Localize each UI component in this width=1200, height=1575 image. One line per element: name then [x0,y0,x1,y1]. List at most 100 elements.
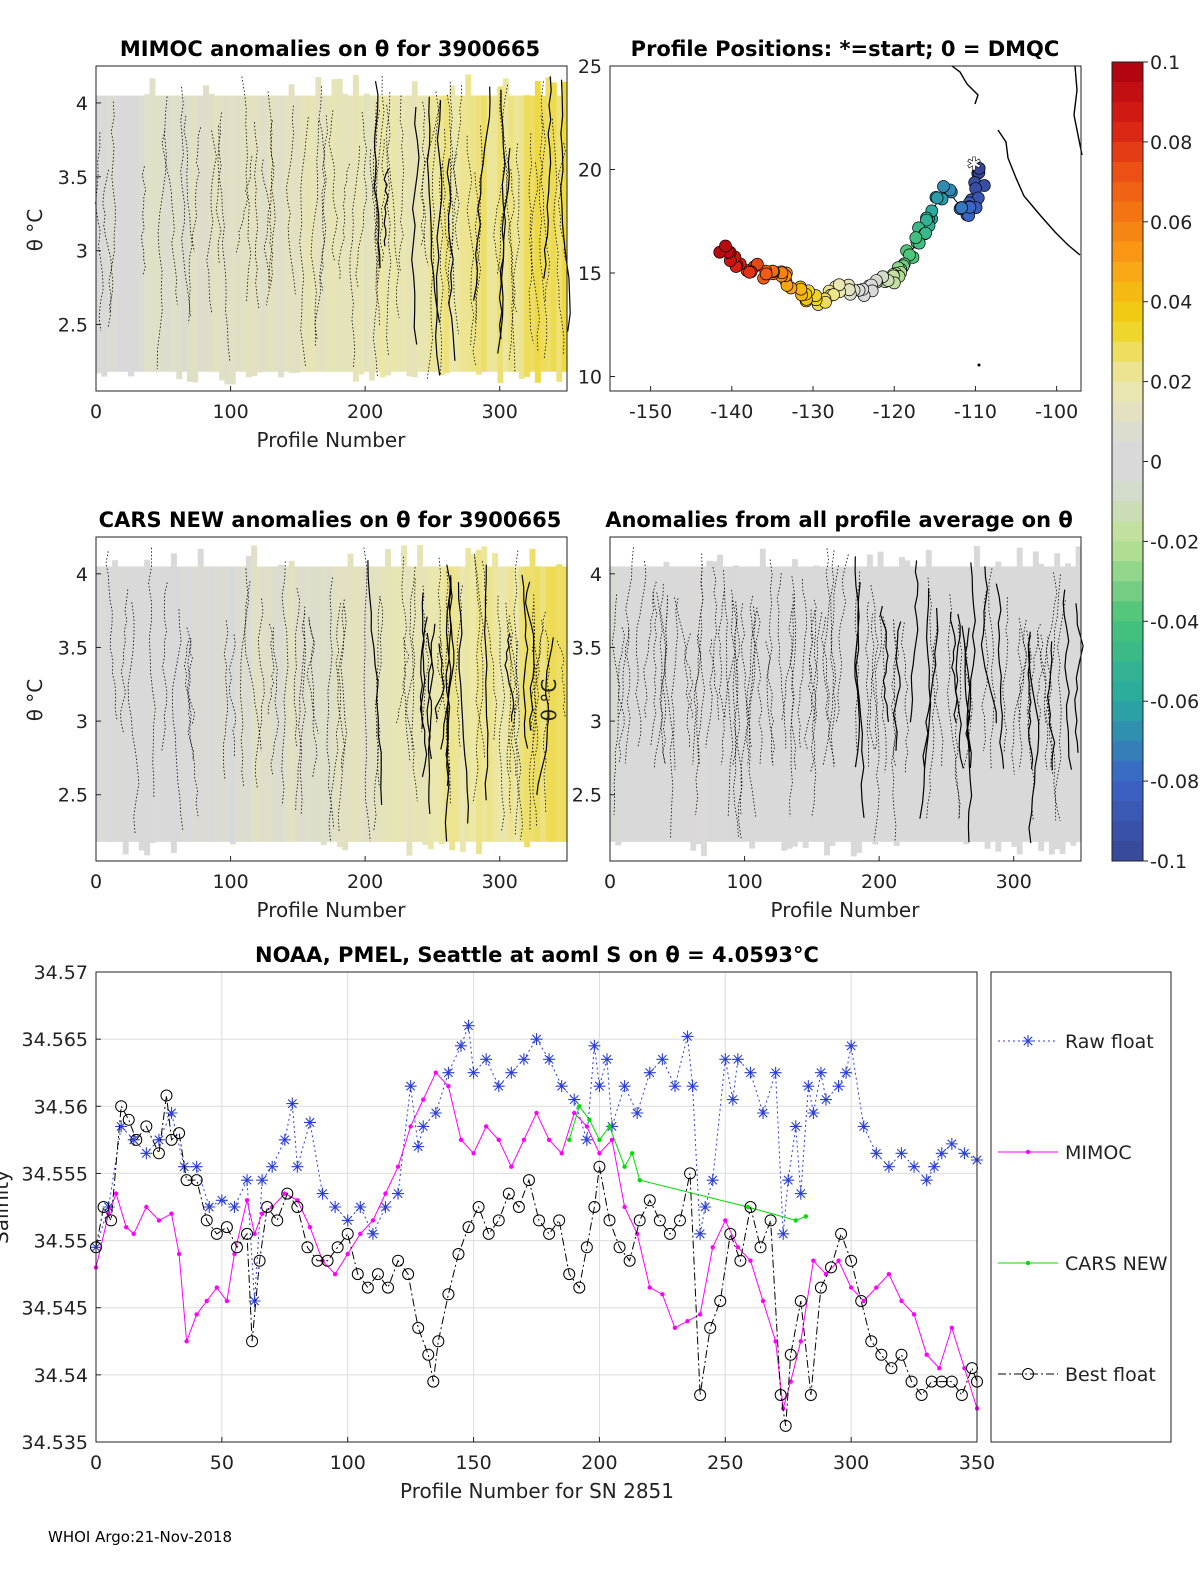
data-point [874,1285,879,1290]
contour-line [891,619,897,842]
y-tick-label: 34.54 [34,1365,88,1387]
start-marker-icon: ✱ [966,154,981,175]
field-cell [786,566,793,849]
field-cell [251,545,258,842]
field-cell [219,566,226,842]
contour-line [732,601,739,839]
field-cell [454,95,461,372]
x-tick-label: 300 [482,871,518,893]
field-cell [824,566,831,856]
cars-title: CARS NEW anomalies on θ for 3900665 [99,508,562,532]
data-point [97,1201,110,1213]
data-point [244,1198,250,1203]
contour-line [961,625,973,843]
contour-line [409,567,418,802]
field-cell [154,566,161,842]
field-cell [829,566,836,846]
contour-line [472,172,482,366]
data-point [553,1214,566,1227]
y-tick-label: 34.545 [22,1298,88,1320]
data-point [660,1292,665,1297]
colorbar-block [1112,601,1143,622]
field-cell [952,566,959,842]
field-cell [1006,566,1013,842]
field-cell [663,561,670,842]
salinity-ylabel: Salinity [0,1170,13,1244]
field-cell [492,553,499,842]
contour-line [497,595,506,831]
colorbar-block [1112,661,1143,682]
data-point [607,1124,612,1129]
contour-line [1039,634,1054,776]
data-point [303,1116,316,1129]
cars-y-ticks: 2.5 3 3.5 4 [58,564,101,807]
positions-axes-box [609,65,1082,392]
field-cell [374,95,381,372]
data-point [710,1245,715,1250]
contour-line [855,582,865,818]
series-raw-float [90,1019,983,1307]
contour-line [497,89,507,354]
data-point [588,1201,601,1213]
data-point [462,1019,475,1032]
contour-line [318,120,326,291]
contour-line [188,640,195,725]
data-point [593,1080,606,1093]
field-cell [192,566,199,842]
colorbar-block [1112,481,1143,502]
data-point [113,1191,119,1196]
field-cell [283,95,290,372]
data-point [422,1348,435,1361]
field-cell [283,566,290,842]
field-cell [524,95,531,377]
field-cell [310,566,317,842]
data-point [1022,1368,1034,1380]
contour-line [776,573,787,749]
data-point [482,1227,495,1240]
field-cell [711,561,718,842]
data-point [471,1151,476,1156]
field-cell [936,566,943,842]
contour-line [335,602,346,770]
data-point [361,1281,374,1294]
y-tick-label: 2.5 [572,785,602,807]
mimoc-field [96,74,568,385]
contour-line [947,594,961,820]
y-tick-label: 34.56 [34,1096,88,1118]
profile-position-point [719,239,732,253]
colorbar-block [1112,801,1143,822]
data-point [509,1164,514,1169]
field-cell [422,95,429,372]
legend-item-mimoc: MIMOC [998,1142,1132,1164]
contour-line [617,627,625,719]
profile-positions-panel: Profile Positions: *=start; 0 = DMQC -15… [578,37,1083,423]
series-cars-new [567,1104,809,1223]
field-cell [449,566,456,851]
data-point [433,1070,439,1075]
field-cell [963,566,970,845]
contour-line [870,613,880,841]
field-cell [459,95,466,372]
field-cell [947,566,954,842]
contour-line [184,627,194,761]
data-point [152,1133,165,1146]
allavg-ylabel: θ °C [537,679,561,722]
contour-line [372,110,382,269]
field-cell [181,566,188,842]
field-cell [973,545,980,842]
field-cell [315,566,322,842]
data-point [673,1214,686,1227]
contour-line [692,635,702,765]
contour-line [705,567,718,748]
data-point [789,1120,802,1133]
data-point [719,1053,732,1066]
y-tick-label: 4 [76,93,88,115]
field-cell [465,74,472,372]
colorbar-tick-label: 0.06 [1150,212,1192,234]
data-point [643,1194,656,1207]
data-point [408,1124,413,1129]
y-tick-label: 34.535 [22,1432,88,1454]
data-point [546,1137,552,1143]
profile-position-point [759,267,773,281]
data-point [130,1133,143,1146]
